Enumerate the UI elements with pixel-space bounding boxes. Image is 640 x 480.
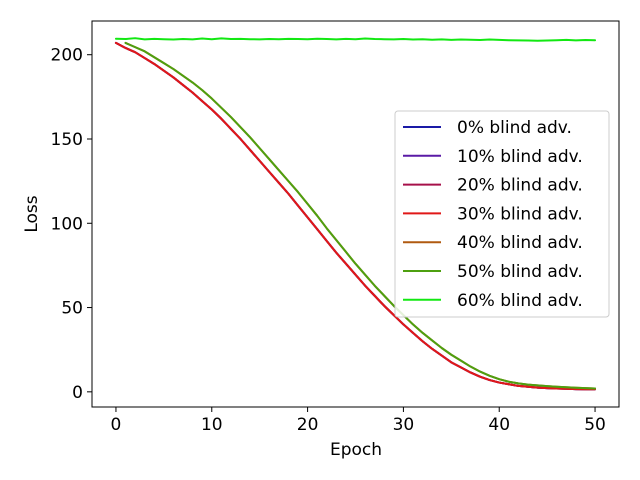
legend-frame	[394, 110, 610, 318]
legend-label-1: 10% blind adv.	[457, 147, 583, 167]
y-tick-label: 50	[61, 299, 83, 319]
x-axis-label: Epoch	[330, 440, 382, 460]
legend-label-2: 20% blind adv.	[457, 176, 583, 196]
legend-label-5: 50% blind adv.	[457, 262, 583, 282]
series-line-6	[114, 37, 597, 42]
legend-label-3: 30% blind adv.	[457, 204, 583, 224]
legend: 0% blind adv. 10% blind adv. 20% blind adv…	[394, 110, 610, 318]
x-tick-label: 0	[111, 415, 122, 435]
y-axis-ticks: 0 50 100 150 200	[51, 46, 92, 403]
y-tick-label: 0	[72, 383, 83, 403]
x-tick-label: 20	[297, 415, 319, 435]
x-tick-label: 30	[393, 415, 415, 435]
y-tick-label: 100	[51, 214, 83, 234]
x-tick-label: 10	[201, 415, 223, 435]
legend-label-0: 0% blind adv.	[457, 118, 572, 138]
y-tick-label: 200	[51, 46, 83, 66]
legend-items: 0% blind adv. 10% blind adv. 20% blind adv…	[403, 118, 583, 311]
x-tick-label: 40	[488, 415, 510, 435]
y-axis-label: Loss	[22, 195, 42, 232]
x-tick-label: 50	[584, 415, 606, 435]
series-line-3	[114, 41, 597, 391]
x-axis-ticks: 0 10 20 30 40 50	[111, 407, 606, 435]
y-tick-label: 150	[51, 130, 83, 150]
legend-label-6: 60% blind adv.	[457, 291, 583, 311]
legend-label-4: 40% blind adv.	[457, 233, 583, 253]
series-line-5	[124, 41, 597, 390]
plot-frame	[91, 20, 620, 408]
series-layer	[114, 37, 597, 391]
